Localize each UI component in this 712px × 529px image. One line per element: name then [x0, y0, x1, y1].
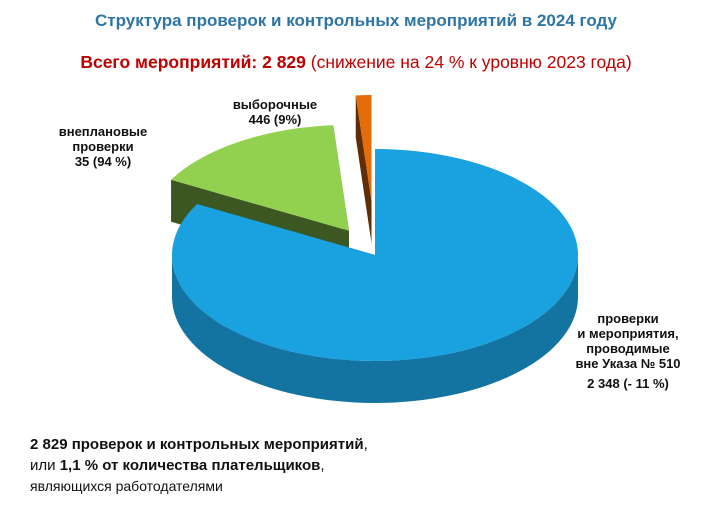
label-main-name-3: проводимые [586, 341, 670, 356]
summary-note: 2 829 проверок и контрольных мероприятий… [30, 434, 368, 497]
label-unplanned: внеплановые проверки 35 (94 %) [48, 124, 158, 169]
label-unplanned-name-1: внеплановые [58, 124, 148, 139]
summary-line-2: или 1,1 % от количества плательщиков, [30, 457, 325, 474]
label-main-name-4: вне Указа № 510 [575, 356, 681, 371]
page-title: Структура проверок и контрольных меропри… [95, 11, 617, 30]
label-planned-name: выборочные [232, 97, 318, 112]
slice-1-top [171, 125, 349, 231]
slice-2-wall-0 [355, 95, 372, 244]
summary-line-3: являющихся работодателями [30, 478, 223, 494]
label-main-value: 2 348 (- 11 %) [587, 376, 669, 391]
slice-2-top [355, 95, 372, 202]
label-main-name-2: и мероприятия, [577, 326, 679, 341]
label-unplanned-value: 35 (94 %) [74, 154, 132, 169]
label-main-name-1: проверки [597, 311, 659, 326]
chart-subtitle: Всего мероприятий: 2 829 (снижение на 24… [0, 52, 712, 73]
subtitle-change: (снижение на 24 % к уровню 2023 года) [305, 52, 632, 72]
label-unplanned-name-2: проверки [72, 139, 134, 154]
summary-line-1: 2 829 проверок и контрольных мероприятий… [30, 436, 368, 453]
slice-0-top [172, 149, 578, 361]
slice-0-side-0 [172, 255, 578, 403]
label-planned: выборочные 446 (9%) [220, 97, 330, 127]
label-planned-value: 446 (9%) [248, 112, 302, 127]
subtitle-total: Всего мероприятий: 2 829 [80, 52, 306, 72]
label-main: проверки и мероприятия, проводимые вне У… [558, 311, 698, 391]
